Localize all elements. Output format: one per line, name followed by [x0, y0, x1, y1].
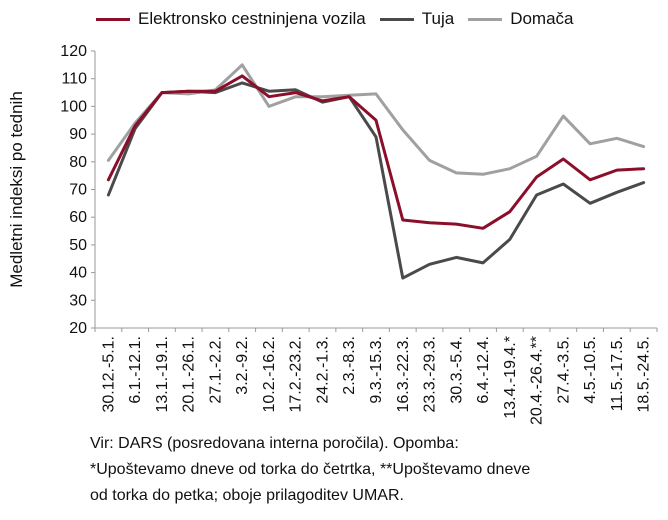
legend-swatch-tuja: [379, 17, 414, 21]
x-tick-label: 2.3.-8.3.: [341, 336, 358, 395]
legend-item-domaca: Domača: [468, 9, 574, 29]
x-tick-label: 11.5.-17.5.: [609, 336, 626, 411]
y-tick-label: 30: [69, 292, 87, 309]
y-tick-label: 90: [69, 126, 87, 143]
x-tick-label: 24.2.-1.3.: [314, 336, 331, 404]
x-tick-label: 20.4.-26.4.**: [529, 336, 546, 425]
chart-legend: Elektronsko cestninjena vozila Tuja Doma…: [96, 9, 588, 29]
line-chart: 20 30 40 50 60 70 80 90 100 110 120 30.12.-5.1. 6.1.…: [7, 43, 658, 425]
legend-item-tuja: Tuja: [379, 9, 455, 29]
x-tick-label: 6.1.-12.1.: [127, 336, 144, 404]
note-line-3: od torka do petka; oboje prilagoditev UM…: [90, 487, 404, 504]
y-tick-label: 80: [69, 154, 87, 171]
x-tick-label: 9.3.-15.3.: [368, 336, 385, 404]
y-tick-label: 100: [60, 98, 87, 115]
x-tick-label: 17.2.-23.2.: [288, 336, 305, 413]
x-tick-label: 20.1.-26.1.: [181, 336, 198, 413]
legend-swatch-elektronsko: [96, 17, 130, 21]
x-tick-label: 6.4.-12.4.: [475, 336, 492, 404]
note-line-1: Vir: DARS (posredovana interna poročila)…: [90, 435, 459, 452]
y-tick-label: 70: [69, 182, 87, 199]
legend-label-elektronsko: Elektronsko cestninjena vozila: [138, 9, 366, 28]
x-tick-label: 23.3.-29.3.: [422, 336, 439, 413]
x-tick-label: 3.2.-9.2.: [234, 336, 251, 395]
x-tick-label: 18.5.-24.5.: [636, 336, 653, 413]
series-line-1: [106, 81, 646, 280]
y-tick-label: 60: [69, 209, 87, 226]
y-axis-label: Medletni indeksi po tednih: [7, 91, 26, 288]
legend-label-tuja: Tuja: [421, 9, 455, 28]
legend-label-domaca: Domača: [510, 9, 574, 28]
y-tick-label: 40: [69, 265, 87, 282]
y-tick-label: 110: [61, 71, 87, 88]
x-tick-label: 30.12.-5.1.: [100, 336, 117, 413]
legend-item-elektronsko: Elektronsko cestninjena vozila: [96, 9, 366, 29]
x-tick-label: 10.2.-16.2.: [261, 336, 278, 413]
legend-swatch-domaca: [468, 17, 503, 21]
y-tick-label: 120: [60, 43, 87, 60]
x-tick-label: 13.1.-19.1.: [154, 336, 171, 413]
y-tick-label: 50: [69, 237, 87, 254]
x-tick-label: 27.4.-3.5.: [555, 336, 572, 404]
x-tick-label: 30.3.-5.4.: [448, 336, 465, 404]
chart-note: Vir: DARS (posredovana interna poročila)…: [90, 431, 650, 509]
y-tick-label: 20: [69, 320, 87, 337]
note-line-2: *Upoštevamo dneve od torka do četrtka, *…: [90, 461, 531, 478]
x-tick-label: 4.5.-10.5.: [582, 336, 599, 404]
x-tick-label: 13.4.-19.4.*: [502, 336, 519, 419]
series-line-0: [106, 74, 646, 230]
x-tick-label: 27.1.-2.2.: [207, 336, 224, 404]
x-tick-label: 16.3.-22.3.: [395, 336, 412, 413]
